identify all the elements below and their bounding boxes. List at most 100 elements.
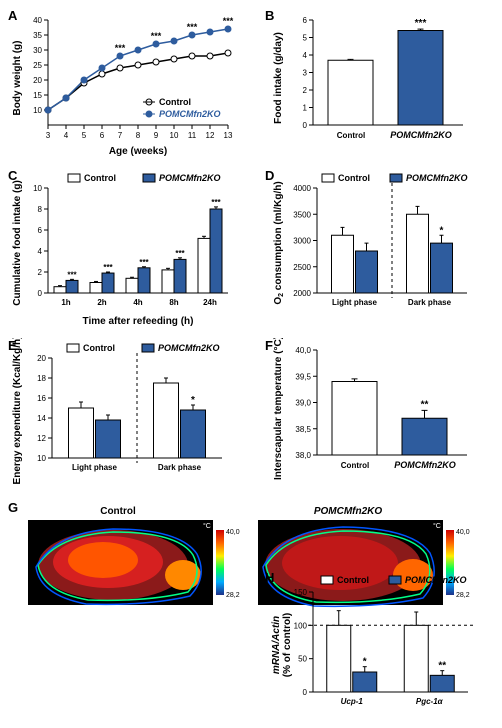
svg-text:100: 100 [294,621,308,630]
panel-c: C 0246810 *************** 1h2h4h8h24h Co… [8,168,243,328]
svg-text:***: *** [187,22,198,32]
svg-text:30: 30 [33,46,42,55]
svg-text:***: *** [211,198,221,207]
panel-c-ylabel: Cumulative food intake (g) [12,180,23,306]
svg-text:13: 13 [224,131,233,140]
svg-text:*: * [191,395,195,406]
svg-text:18: 18 [37,374,46,383]
svg-text:***: *** [415,18,427,29]
svg-text:10: 10 [170,131,179,140]
svg-text:2000: 2000 [293,289,311,298]
panel-b: B 0123456 *** Control POMCMfn2KO Food in… [265,8,485,158]
svg-text:4h: 4h [133,298,142,307]
svg-text:10: 10 [33,184,42,193]
svg-text:38,5: 38,5 [295,425,311,434]
svg-text:10: 10 [37,454,46,463]
svg-text:Control: Control [341,461,369,470]
svg-text:POMCMfn2KO: POMCMfn2KO [394,460,456,470]
svg-text:15: 15 [33,91,42,100]
svg-text:40,0: 40,0 [456,529,470,536]
panel-e-chart: 101214161820 * Light phaseDark phase Con… [8,338,243,488]
panel-f-ylabel: Interscapular temperature (°C) [273,338,284,480]
svg-text:28,2: 28,2 [226,592,240,599]
svg-text:40,0: 40,0 [295,346,311,355]
svg-text:°C: °C [433,522,441,530]
panel-a-ylabel: Body weight (g) [12,41,23,116]
svg-text:2h: 2h [97,298,106,307]
svg-text:POMCMfn2KO: POMCMfn2KO [390,130,452,140]
svg-text:6: 6 [38,226,43,235]
svg-text:1h: 1h [61,298,70,307]
svg-text:1: 1 [303,104,308,113]
panel-h-ylabel: mRNA/Actin(% of control) [271,613,293,677]
svg-text:Control: Control [84,173,116,183]
svg-text:4: 4 [38,247,43,256]
panel-d: D 2000 2500 3000 3500 4000 * Light phase Dark… [265,168,485,328]
svg-text:Control: Control [100,506,136,517]
svg-text:POMCMfn2KO: POMCMfn2KO [405,575,467,585]
svg-text:0: 0 [303,121,308,130]
svg-text:POMCMfn2KO: POMCMfn2KO [406,173,468,183]
svg-text:6: 6 [303,16,308,25]
panel-d-ylabel: O2 consumption (ml/Kg/h) [273,181,285,304]
svg-text:3000: 3000 [293,237,311,246]
svg-text:***: *** [115,43,126,53]
panel-f-chart: 38,038,539,039,540,0 ** Control POMCMfn2… [265,338,485,488]
svg-text:20: 20 [33,76,42,85]
svg-text:25: 25 [33,61,42,70]
svg-text:14: 14 [37,414,46,423]
svg-text:12: 12 [37,434,46,443]
panel-d-label: D [265,168,274,183]
svg-text:50: 50 [298,655,307,664]
panel-h-label: H [265,570,274,585]
svg-text:2: 2 [303,86,308,95]
svg-text:***: *** [103,263,113,272]
panel-e-label: E [8,338,17,353]
panel-e-ylabel: Energy expenditure (Kcal/Kg/h) [12,338,23,484]
panel-c-xlabel: Time after refeeding (h) [83,316,194,327]
panel-b-ylabel: Food intake (g/day) [273,32,284,124]
svg-text:2: 2 [38,268,43,277]
panel-c-label: C [8,168,17,183]
svg-text:20: 20 [37,354,46,363]
svg-text:Dark phase: Dark phase [408,298,452,307]
svg-text:***: *** [139,258,149,267]
svg-text:POMCMfn2KO: POMCMfn2KO [159,173,221,183]
svg-text:5: 5 [82,131,87,140]
panel-d-chart: 2000 2500 3000 3500 4000 * Light phase Dark p… [265,168,485,328]
svg-text:Control: Control [337,131,365,140]
svg-text:4000: 4000 [293,184,311,193]
svg-text:**: ** [438,661,446,672]
svg-text:0: 0 [303,688,308,697]
svg-text:4: 4 [303,51,308,60]
svg-text:°C: °C [203,522,211,530]
svg-text:8h: 8h [169,298,178,307]
svg-text:Dark phase: Dark phase [158,463,202,472]
legend-pomc: POMCMfn2KO [159,109,221,119]
svg-text:2500: 2500 [293,263,311,272]
svg-text:6: 6 [100,131,105,140]
svg-text:*: * [440,225,444,236]
svg-text:4: 4 [64,131,69,140]
svg-text:Light phase: Light phase [332,298,377,307]
svg-text:11: 11 [188,131,197,140]
svg-text:3: 3 [303,69,308,78]
panel-b-chart: 0123456 *** Control POMCMfn2KO Food inta… [265,8,485,158]
svg-text:3: 3 [46,131,51,140]
panel-f-label: F [265,338,273,353]
svg-text:0: 0 [38,289,43,298]
svg-text:POMCMfn2KO: POMCMfn2KO [314,506,383,517]
svg-text:Pgc-1α: Pgc-1α [416,697,444,706]
svg-text:Light phase: Light phase [72,463,117,472]
panel-h-chart: 050100150 *** Ucp-1Pgc-1α Control POMCMf… [265,570,485,720]
svg-text:39,0: 39,0 [295,399,311,408]
svg-text:35: 35 [33,31,42,40]
svg-text:3500: 3500 [293,210,311,219]
svg-text:***: *** [223,16,234,26]
svg-text:***: *** [67,270,77,279]
svg-text:Control: Control [83,343,115,353]
svg-text:***: *** [151,31,162,41]
svg-text:7: 7 [118,131,123,140]
panel-a: A 10152025303540 345678910111213 *******… [8,8,243,158]
svg-text:38,0: 38,0 [295,451,311,460]
